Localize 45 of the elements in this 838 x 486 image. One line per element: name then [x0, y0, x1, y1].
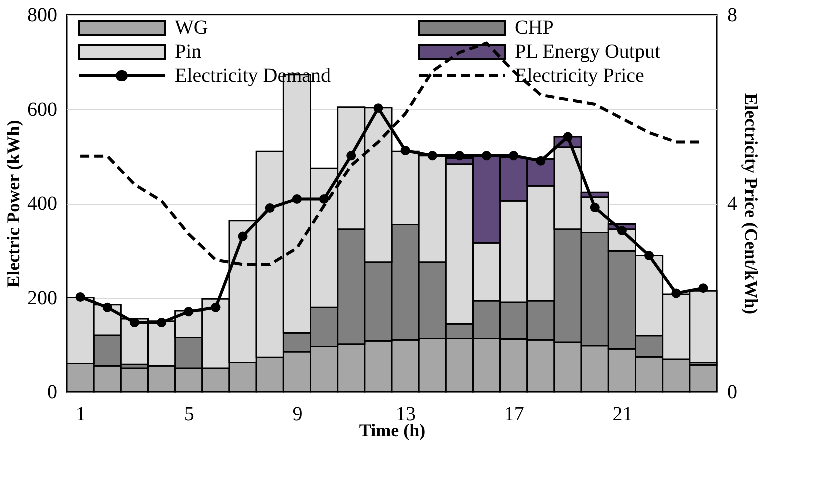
- legend-label: Electricity Demand: [175, 65, 332, 87]
- x-tick-label: 17: [504, 404, 524, 426]
- point: [617, 226, 627, 236]
- y-axis-title: Electric Power (kWh): [4, 120, 24, 288]
- point: [76, 292, 86, 302]
- point: [644, 251, 654, 261]
- y2-axis-title: Electricity Price (Cent/kWh): [742, 94, 762, 314]
- legend-label: PL Energy Output: [515, 41, 661, 63]
- point: [102, 302, 112, 312]
- x-tick-label: 1: [76, 404, 86, 426]
- y-tick-label: 0: [48, 382, 58, 404]
- point: [428, 151, 438, 161]
- y2-tick-label: 4: [728, 193, 738, 215]
- legend-label: CHP: [515, 17, 554, 39]
- x-tick-label: 9: [292, 404, 303, 426]
- point: [454, 151, 464, 161]
- point: [320, 194, 330, 204]
- point: [211, 302, 221, 312]
- point: [374, 104, 384, 114]
- point: [536, 156, 546, 166]
- point: [563, 132, 573, 142]
- point: [130, 318, 140, 328]
- point: [698, 284, 708, 294]
- y2-tick-label: 0: [728, 382, 738, 404]
- y-tick-label: 200: [28, 287, 58, 310]
- point: [672, 288, 682, 298]
- point: [238, 232, 248, 242]
- point: [590, 203, 600, 212]
- point: [400, 146, 410, 156]
- y-tick-label: 800: [28, 4, 58, 26]
- point: [292, 194, 302, 204]
- legend-label: Electricity Price: [515, 65, 645, 87]
- y-tick-label: 400: [28, 193, 58, 215]
- x-tick-label: 21: [612, 404, 633, 426]
- point: [509, 151, 519, 161]
- point: [184, 307, 194, 317]
- point: [482, 151, 492, 161]
- y2-tick-label: 8: [728, 4, 738, 26]
- x-tick-label: 5: [184, 404, 194, 426]
- point: [346, 151, 356, 161]
- legend-label: WG: [175, 17, 208, 39]
- y-tick-label: 600: [28, 98, 58, 121]
- point: [157, 318, 167, 328]
- legend-label: Pin: [175, 41, 202, 63]
- point: [265, 203, 275, 213]
